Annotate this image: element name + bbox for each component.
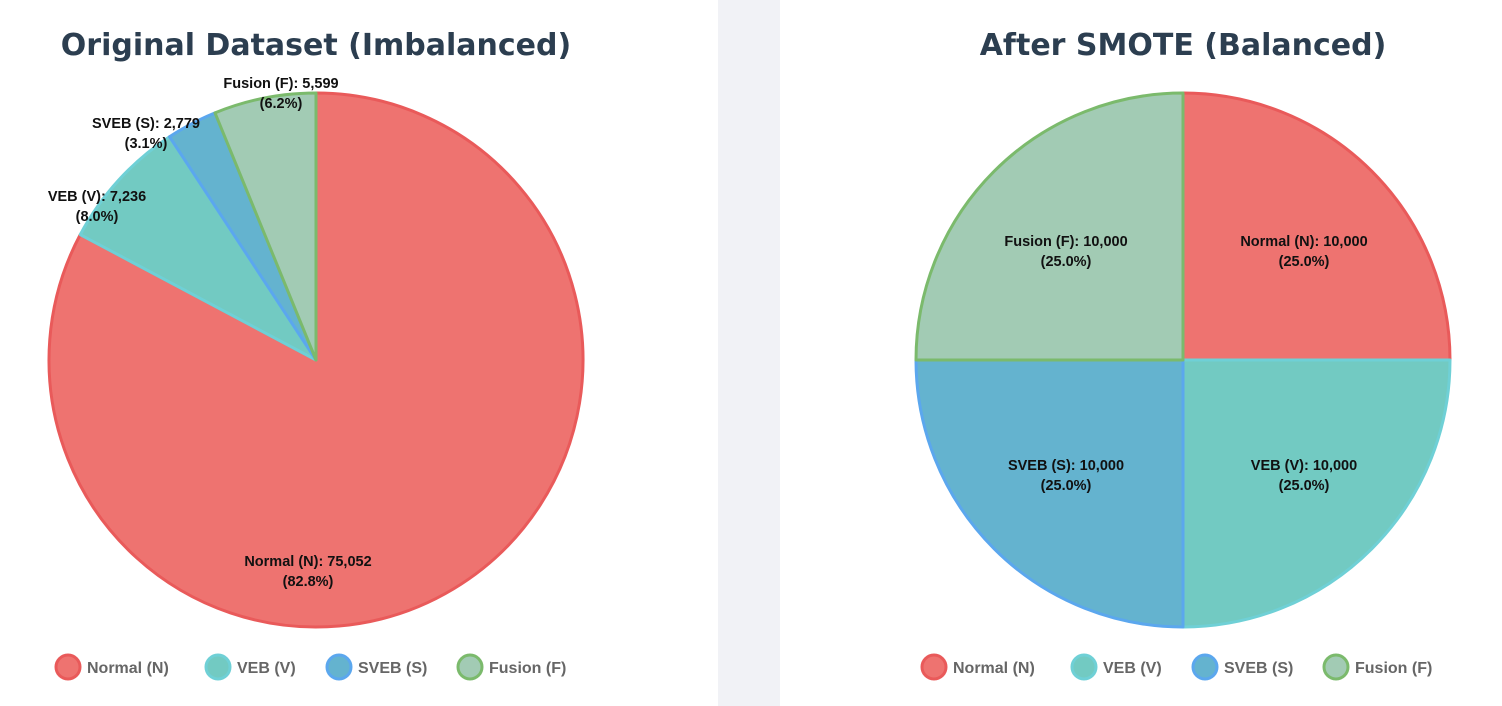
legend-swatch-veb-v (204, 653, 232, 681)
legend-swatch-veb-v (1070, 653, 1098, 681)
slice-label-fusion-f: Fusion (F): 10,000 (1004, 234, 1127, 250)
slice-label-veb-v: VEB (V): 7,236 (48, 189, 146, 205)
slice-percent-fusion-f: (6.2%) (260, 96, 303, 112)
chart-legend: Normal (N) VEB (V) SVEB (S) Fusion (F) (54, 653, 566, 681)
slice-percent-veb-v: (8.0%) (76, 209, 119, 225)
legend-label-normal-n: Normal (N) (953, 660, 1035, 677)
legend-label-fusion-f: Fusion (F) (1355, 660, 1432, 677)
legend-swatch-fusion-f (456, 653, 484, 681)
original-dataset-panel: Original Dataset (Imbalanced) Normal (N):… (0, 0, 718, 706)
legend-item-fusion-f[interactable]: Fusion (F) (1322, 653, 1432, 681)
legend-label-normal-n: Normal (N) (87, 660, 169, 677)
legend-swatch-fusion-f (1322, 653, 1350, 681)
slice-label-normal-n: Normal (N): 75,052 (244, 554, 371, 570)
chart-title: Original Dataset (Imbalanced) (61, 28, 571, 63)
slice-label-veb-v: VEB (V): 10,000 (1251, 458, 1357, 474)
slice-label-fusion-f: Fusion (F): 5,599 (223, 76, 338, 92)
pie-slice-fusion-f[interactable] (914, 91, 1185, 362)
pie-slice-normal-n[interactable] (1181, 91, 1452, 362)
legend-swatch-sveb-s (1191, 653, 1219, 681)
pie-slice-veb-v[interactable] (78, 135, 318, 362)
legend-label-veb-v: VEB (V) (237, 660, 296, 677)
slice-percent-fusion-f: (25.0%) (1041, 254, 1092, 270)
legend-item-veb-v[interactable]: VEB (V) (204, 653, 296, 681)
slice-label-sveb-s: SVEB (S): 2,779 (92, 116, 200, 132)
panel-divider (718, 0, 780, 706)
smote-balanced-pie-chart: After SMOTE (Balanced) Normal (N): 10,000… (914, 28, 1452, 681)
legend-label-sveb-s: SVEB (S) (358, 660, 427, 677)
slice-label-normal-n: Normal (N): 10,000 (1240, 234, 1367, 250)
legend-item-sveb-s[interactable]: SVEB (S) (325, 653, 427, 681)
legend-item-normal-n[interactable]: Normal (N) (920, 653, 1035, 681)
legend-swatch-normal-n (920, 653, 948, 681)
slice-label-sveb-s: SVEB (S): 10,000 (1008, 458, 1124, 474)
slice-percent-normal-n: (82.8%) (283, 574, 334, 590)
smote-balanced-panel: After SMOTE (Balanced) Normal (N): 10,000… (780, 0, 1502, 706)
pie-slice-fusion-f[interactable] (213, 91, 318, 362)
pie-slice-veb-v[interactable] (1181, 358, 1452, 629)
slice-percent-sveb-s: (3.1%) (125, 136, 168, 152)
slice-percent-veb-v: (25.0%) (1279, 478, 1330, 494)
legend-item-veb-v[interactable]: VEB (V) (1070, 653, 1162, 681)
slice-percent-sveb-s: (25.0%) (1041, 478, 1092, 494)
legend-item-fusion-f[interactable]: Fusion (F) (456, 653, 566, 681)
pie-slices (914, 91, 1452, 629)
legend-item-sveb-s[interactable]: SVEB (S) (1191, 653, 1293, 681)
legend-swatch-normal-n (54, 653, 82, 681)
pie-slice-sveb-s[interactable] (914, 358, 1185, 629)
legend-swatch-sveb-s (325, 653, 353, 681)
legend-label-sveb-s: SVEB (S) (1224, 660, 1293, 677)
legend-label-veb-v: VEB (V) (1103, 660, 1162, 677)
pie-slices (47, 91, 585, 629)
chart-title: After SMOTE (Balanced) (980, 28, 1387, 63)
chart-legend: Normal (N) VEB (V) SVEB (S) Fusion (F) (920, 653, 1432, 681)
original-dataset-pie-chart: Original Dataset (Imbalanced) Normal (N):… (47, 28, 585, 681)
legend-item-normal-n[interactable]: Normal (N) (54, 653, 169, 681)
legend-label-fusion-f: Fusion (F) (489, 660, 566, 677)
slice-percent-normal-n: (25.0%) (1279, 254, 1330, 270)
